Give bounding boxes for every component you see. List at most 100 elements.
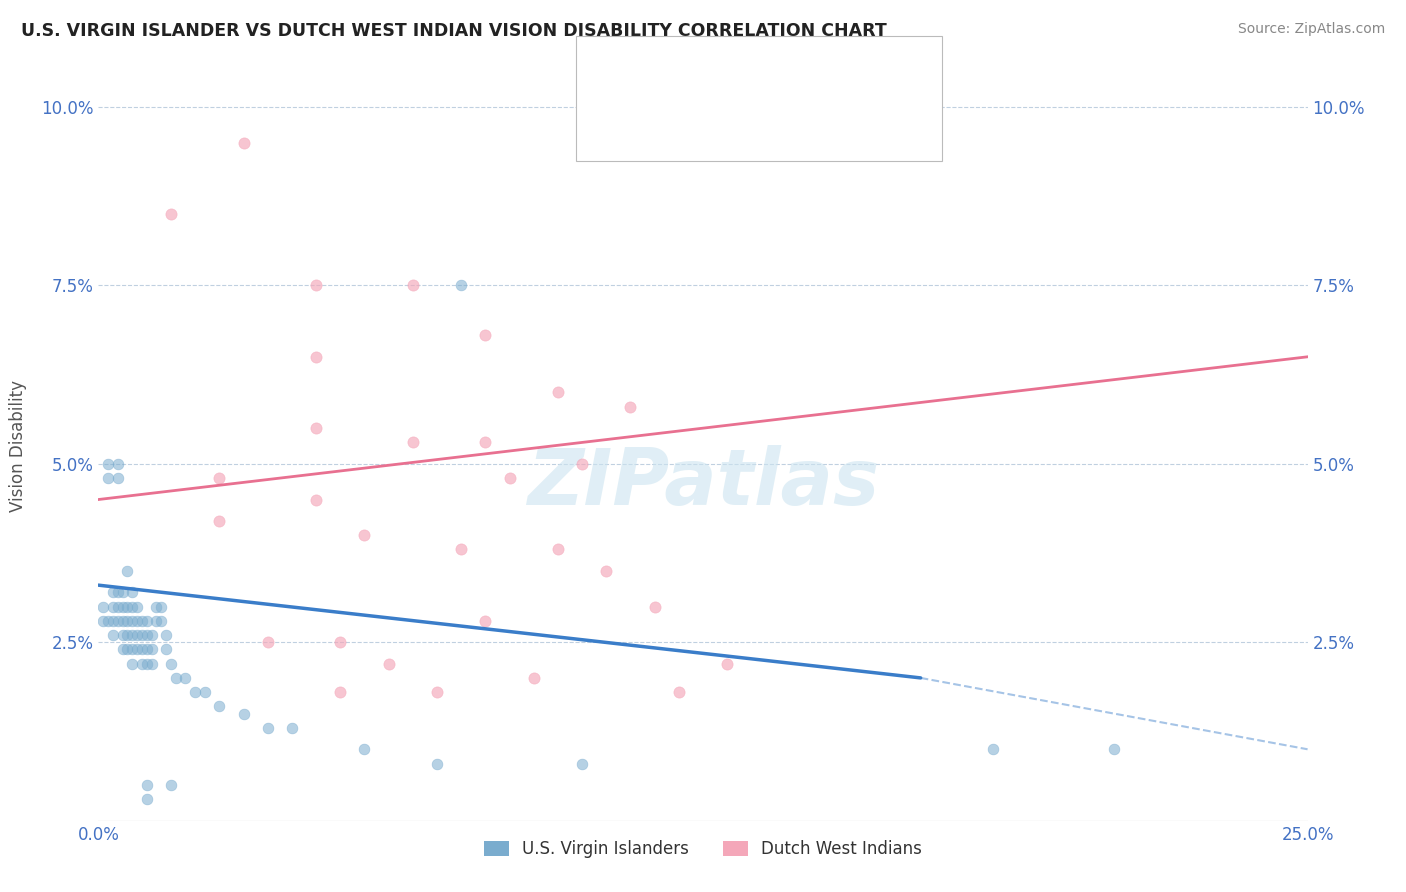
Point bbox=[353, 742, 375, 756]
Point bbox=[155, 642, 177, 657]
Legend: U.S. Virgin Islanders, Dutch West Indians: U.S. Virgin Islanders, Dutch West Indian… bbox=[478, 833, 928, 864]
Point bbox=[117, 642, 139, 657]
Text: ZIPatlas: ZIPatlas bbox=[527, 445, 879, 522]
Point bbox=[111, 628, 134, 642]
Point bbox=[450, 542, 472, 557]
Text: R =: R = bbox=[655, 64, 693, 82]
Bar bbox=[598, 104, 638, 141]
Point bbox=[547, 542, 569, 557]
Point bbox=[981, 742, 1004, 756]
Text: -0.183: -0.183 bbox=[711, 64, 769, 82]
Point bbox=[174, 671, 197, 685]
Point bbox=[208, 514, 231, 528]
Point bbox=[121, 585, 143, 599]
Point bbox=[523, 671, 546, 685]
Text: N =: N = bbox=[803, 114, 844, 132]
Point bbox=[107, 471, 129, 485]
Point bbox=[155, 628, 177, 642]
Text: Source: ZipAtlas.com: Source: ZipAtlas.com bbox=[1237, 22, 1385, 37]
Point bbox=[117, 628, 139, 642]
Point bbox=[716, 657, 738, 671]
Point bbox=[426, 685, 449, 699]
Point bbox=[107, 614, 129, 628]
Point bbox=[117, 564, 139, 578]
Bar bbox=[598, 55, 638, 92]
Point bbox=[402, 435, 425, 450]
Point bbox=[571, 457, 593, 471]
Point bbox=[547, 385, 569, 400]
Point bbox=[141, 657, 163, 671]
Point bbox=[232, 706, 254, 721]
Point bbox=[121, 599, 143, 614]
Point bbox=[97, 457, 120, 471]
Point bbox=[474, 435, 496, 450]
Point bbox=[117, 599, 139, 614]
Point bbox=[141, 628, 163, 642]
Point bbox=[141, 642, 163, 657]
Point bbox=[111, 642, 134, 657]
Point bbox=[145, 599, 167, 614]
Point bbox=[131, 614, 153, 628]
Point bbox=[160, 778, 183, 792]
Point bbox=[474, 328, 496, 343]
Point bbox=[329, 685, 352, 699]
Text: R =: R = bbox=[655, 114, 693, 132]
Point bbox=[194, 685, 217, 699]
Point bbox=[160, 657, 183, 671]
Text: 30: 30 bbox=[860, 114, 883, 132]
Point bbox=[135, 778, 157, 792]
Point bbox=[117, 614, 139, 628]
Point bbox=[135, 642, 157, 657]
Point bbox=[121, 628, 143, 642]
Point bbox=[127, 642, 149, 657]
Point bbox=[281, 721, 304, 735]
Point bbox=[107, 585, 129, 599]
Point bbox=[91, 614, 114, 628]
Point bbox=[150, 614, 173, 628]
Point bbox=[474, 614, 496, 628]
Point bbox=[127, 599, 149, 614]
Point bbox=[145, 614, 167, 628]
Point bbox=[107, 457, 129, 471]
Point bbox=[107, 599, 129, 614]
Point bbox=[135, 614, 157, 628]
Point bbox=[232, 136, 254, 150]
Text: 0.110: 0.110 bbox=[711, 114, 769, 132]
Point bbox=[402, 278, 425, 293]
Point bbox=[256, 721, 278, 735]
Point bbox=[121, 657, 143, 671]
Point bbox=[668, 685, 690, 699]
Point bbox=[256, 635, 278, 649]
Point bbox=[97, 614, 120, 628]
Point bbox=[305, 278, 328, 293]
Point bbox=[91, 599, 114, 614]
Point bbox=[97, 471, 120, 485]
Point bbox=[150, 599, 173, 614]
Point bbox=[644, 599, 666, 614]
Point bbox=[498, 471, 520, 485]
Point bbox=[450, 278, 472, 293]
Point bbox=[595, 564, 617, 578]
Point bbox=[131, 628, 153, 642]
Point bbox=[135, 628, 157, 642]
Point bbox=[127, 614, 149, 628]
Point bbox=[121, 642, 143, 657]
Text: N =: N = bbox=[803, 64, 844, 82]
Point bbox=[329, 635, 352, 649]
Point bbox=[305, 492, 328, 507]
Point bbox=[571, 756, 593, 771]
Point bbox=[619, 400, 641, 414]
Point bbox=[131, 642, 153, 657]
Point bbox=[111, 599, 134, 614]
Point bbox=[101, 585, 124, 599]
Point bbox=[208, 699, 231, 714]
Point bbox=[101, 628, 124, 642]
Point bbox=[135, 657, 157, 671]
Point bbox=[184, 685, 207, 699]
Point bbox=[160, 207, 183, 221]
Point bbox=[165, 671, 187, 685]
Point bbox=[131, 657, 153, 671]
Point bbox=[353, 528, 375, 542]
Point bbox=[121, 614, 143, 628]
Point bbox=[101, 599, 124, 614]
